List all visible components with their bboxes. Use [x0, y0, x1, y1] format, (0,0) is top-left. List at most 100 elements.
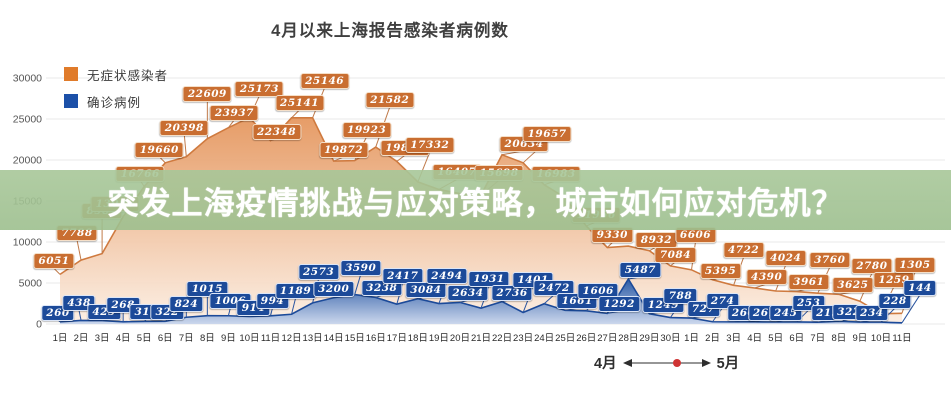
- confirmed-value-label: 245: [768, 304, 803, 321]
- headline-banner: 突发上海疫情挑战与应对策略，城市如何应对危机？: [0, 170, 951, 230]
- legend-label-asymptomatic: 无症状感染者: [87, 68, 169, 83]
- x-tick-label: 11日: [261, 333, 280, 344]
- x-tick-label: 4日: [116, 333, 131, 344]
- asymptomatic-value-label: 9330: [591, 227, 633, 244]
- x-tick-label: 13日: [303, 333, 323, 344]
- label-leader-line: [396, 154, 406, 162]
- x-tick-label: 15日: [345, 333, 365, 344]
- month-range-arrow: [622, 358, 711, 367]
- confirmed-value-label: 274: [705, 292, 740, 309]
- label-leader-line: [183, 134, 187, 157]
- x-tick-label: 20日: [450, 333, 470, 344]
- x-tick-label: 1日: [684, 333, 699, 344]
- x-tick-label: 28日: [618, 333, 638, 344]
- asymptomatic-value-label: 19872: [319, 142, 369, 159]
- asymptomatic-value-label: 5395: [699, 262, 742, 279]
- label-leader-line: [901, 294, 921, 324]
- asymptomatic-value-label: 1305: [894, 257, 936, 274]
- asymptomatic-value-label: 22348: [251, 123, 302, 140]
- page-title: 4月以来上海报告感染者病例数: [271, 22, 509, 40]
- x-tick-label: 10日: [871, 333, 891, 344]
- asymptomatic-value-label: 25173: [234, 80, 284, 97]
- label-leader-line: [543, 294, 555, 305]
- legend-label-confirmed: 确诊病例: [87, 95, 142, 110]
- y-tick-label: 20000: [13, 155, 42, 167]
- confirmed-value-label: 1189: [274, 283, 317, 300]
- confirmed-value-label: 144: [903, 279, 937, 296]
- asymptomatic-value-label: 8932: [635, 231, 678, 248]
- asymptomatic-value-label: 19660: [134, 141, 184, 158]
- label-leader-line: [291, 298, 297, 315]
- confirmed-value-label: 2573: [297, 263, 340, 280]
- y-tick-label: 25000: [13, 114, 42, 126]
- confirmed-value-label: 1292: [598, 296, 640, 313]
- x-tick-label: 14日: [324, 333, 344, 344]
- x-tick-label: 1日: [53, 333, 68, 344]
- confirmed-value-label: 1606: [577, 282, 619, 299]
- confirmed-value-label: 2417: [382, 268, 424, 285]
- asymptomatic-value-label: 4390: [746, 269, 788, 285]
- y-tick-label: 5000: [19, 278, 43, 290]
- headline-text: 突发上海疫情挑战与应对策略，城市如何应对危机？: [107, 185, 844, 221]
- asymptomatic-value-label: 19923: [342, 121, 392, 138]
- x-tick-label: 16日: [366, 333, 386, 344]
- x-tick-label: 3日: [726, 333, 741, 344]
- legend-swatch-asymptomatic: [64, 67, 78, 81]
- y-tick-label: 10000: [13, 237, 42, 249]
- confirmed-value-label: 1015: [186, 280, 228, 297]
- asymptomatic-value-label: 22609: [182, 85, 232, 102]
- asymptomatic-value-label: 17332: [405, 136, 455, 153]
- confirmed-value-label: 2736: [491, 284, 533, 301]
- label-leader-line: [227, 307, 231, 316]
- confirmed-area: [60, 279, 902, 324]
- x-tick-label: 5日: [137, 333, 152, 344]
- label-leader-line: [227, 119, 235, 129]
- confirmed-value-label: 1931: [468, 271, 510, 288]
- legend-item-asymptomatic: 无症状感染者: [64, 64, 168, 84]
- x-tick-label: 6日: [789, 333, 804, 344]
- x-tick-label: 2日: [74, 333, 89, 344]
- label-leader-line: [270, 307, 273, 316]
- confirmed-value-label: 2494: [426, 267, 468, 284]
- x-tick-label: 5日: [768, 333, 783, 344]
- x-tick-label: 22日: [492, 333, 512, 344]
- asymptomatic-value-label: 4722: [722, 242, 765, 259]
- asymptomatic-value-label: 3961: [788, 273, 830, 290]
- label-leader-line: [158, 156, 166, 164]
- x-tick-label: 27日: [597, 333, 617, 344]
- asymptomatic-value-label: 4024: [765, 250, 807, 266]
- asymptomatic-value-label: 25146: [300, 72, 350, 89]
- confirmed-value-label: 824: [169, 296, 204, 313]
- x-tick-label: 29日: [639, 333, 659, 344]
- x-tick-label: 9日: [853, 333, 868, 344]
- x-tick-label: 12日: [282, 333, 302, 344]
- x-tick-label: 8日: [200, 333, 215, 344]
- confirmed-value-label: 3200: [313, 280, 355, 297]
- x-tick-label: 24日: [534, 333, 554, 344]
- x-tick-label: 7日: [810, 333, 825, 344]
- x-tick-label: 11日: [892, 333, 911, 344]
- confirmed-value-label: 788: [663, 287, 698, 304]
- asymptomatic-value-label: 3625: [832, 277, 874, 294]
- x-tick-label: 30日: [660, 333, 680, 344]
- asymptomatic-value-label: 25141: [275, 94, 325, 111]
- x-tick-label: 9日: [221, 333, 236, 344]
- asymptomatic-value-label: 6606: [674, 226, 717, 243]
- confirmed-value-label: 228: [878, 293, 912, 310]
- asymptomatic-value-label: 3760: [809, 252, 851, 269]
- month-label-april: 4月: [594, 356, 617, 372]
- month-range-indicator: 4月 5月: [594, 352, 739, 373]
- legend-item-confirmed: 确诊病例: [64, 91, 168, 111]
- x-tick-label: 26日: [576, 333, 596, 344]
- label-leader-line: [76, 240, 82, 261]
- x-tick-label: 2日: [705, 333, 720, 344]
- x-tick-label: 10日: [239, 333, 259, 344]
- x-tick-label: 7日: [179, 333, 194, 344]
- series-line: [59, 277, 903, 324]
- x-tick-label: 25日: [555, 333, 575, 344]
- x-tick-label: 4日: [747, 333, 762, 344]
- label-leader-line: [354, 274, 362, 295]
- asymptomatic-value-label: 21582: [365, 92, 415, 109]
- x-tick-label: 8日: [831, 333, 846, 344]
- asymptomatic-value-label: 7084: [654, 246, 697, 263]
